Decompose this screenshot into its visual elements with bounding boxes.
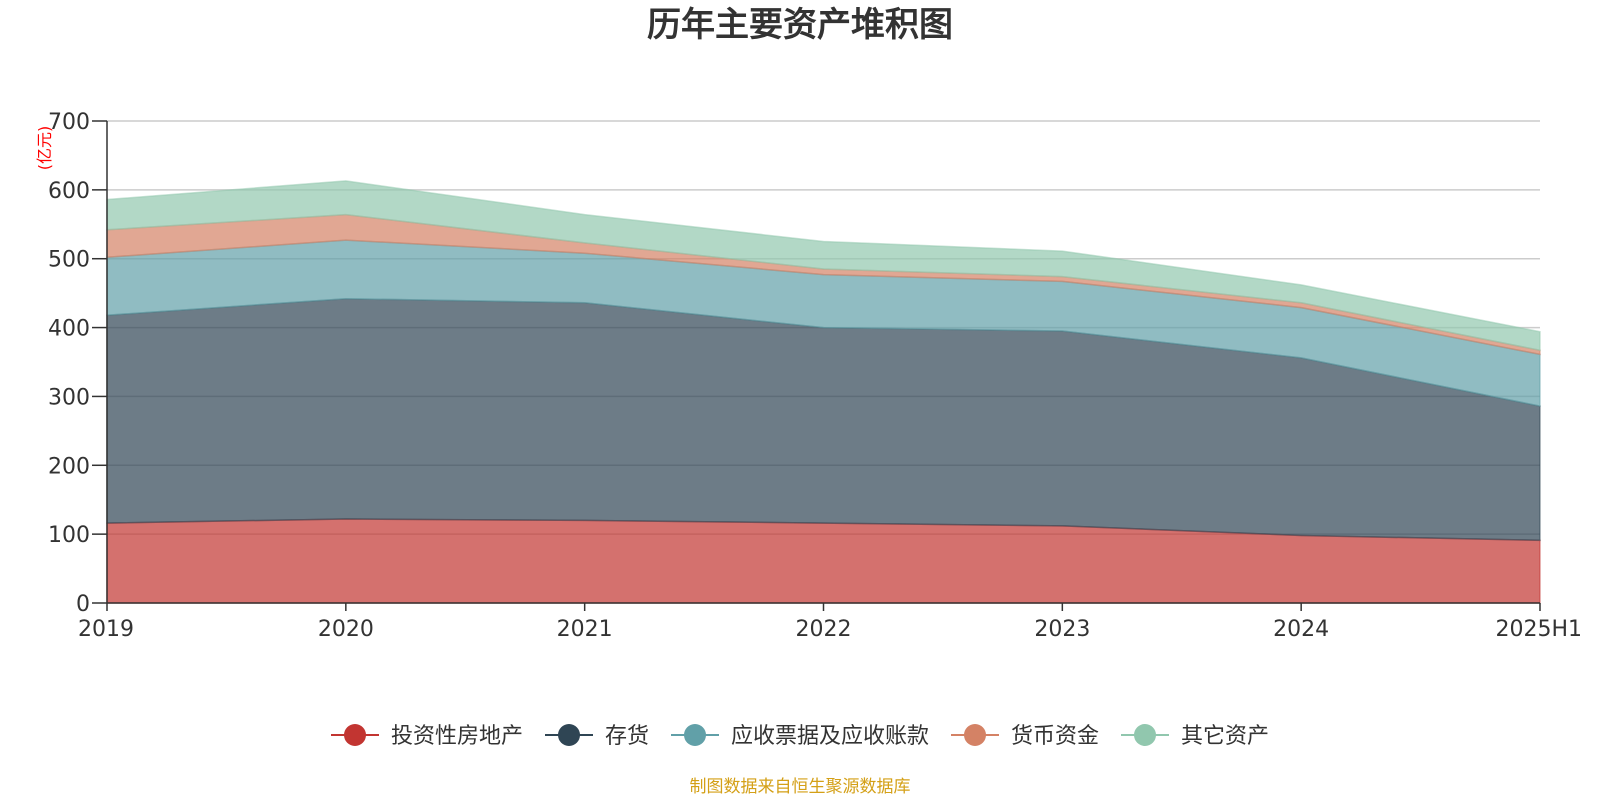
legend-item-3: 货币资金	[951, 724, 1099, 749]
x-tick-label: 2023	[1034, 617, 1090, 642]
legend-item-4: 其它资产	[1121, 724, 1269, 749]
legend: 投资性房地产 存货 应收票据及应收账款 货币资金 其它资产	[331, 724, 1269, 749]
y-tick-label: 700	[48, 110, 90, 135]
x-tick-label: 2021	[557, 617, 613, 642]
legend-marker	[1134, 724, 1156, 746]
y-tick-label: 400	[48, 317, 90, 342]
legend-marker	[344, 724, 366, 746]
x-tick-label: 2025H1	[1495, 617, 1582, 642]
legend-label: 存货	[605, 724, 649, 749]
legend-marker	[558, 724, 580, 746]
area-series-4	[106, 180, 1541, 352]
legend-item-0: 投资性房地产	[331, 724, 523, 749]
y-tick-label: 300	[48, 385, 90, 410]
y-tick-label: 600	[48, 179, 90, 204]
legend-marker	[684, 724, 706, 746]
legend-label: 其它资产	[1181, 724, 1269, 749]
x-tick-label: 2022	[796, 617, 852, 642]
x-tick-label: 2024	[1273, 617, 1329, 642]
axes: 0 100 200 300 400 500 600 700 2019 2020 2021 2022 20…	[48, 110, 1582, 642]
x-tick-label: 2020	[318, 617, 374, 642]
area-series	[106, 180, 1541, 604]
legend-item-1: 存货	[545, 724, 649, 749]
legend-label: 投资性房地产	[391, 724, 523, 749]
y-tick-label: 200	[48, 454, 90, 479]
y-tick-label: 500	[48, 248, 90, 273]
legend-label: 货币资金	[1011, 724, 1099, 749]
data-source-note: 制图数据来自恒生聚源数据库	[690, 777, 911, 797]
y-tick-label: 100	[48, 523, 90, 548]
y-axis-unit-label: (亿元)	[35, 126, 54, 171]
legend-item-2: 应收票据及应收账款	[671, 724, 929, 749]
chart-title: 历年主要资产堆积图	[647, 5, 953, 45]
legend-label: 应收票据及应收账款	[731, 724, 929, 749]
legend-marker	[964, 724, 986, 746]
x-tick-label: 2019	[78, 617, 134, 642]
y-tick-label: 0	[76, 592, 90, 617]
